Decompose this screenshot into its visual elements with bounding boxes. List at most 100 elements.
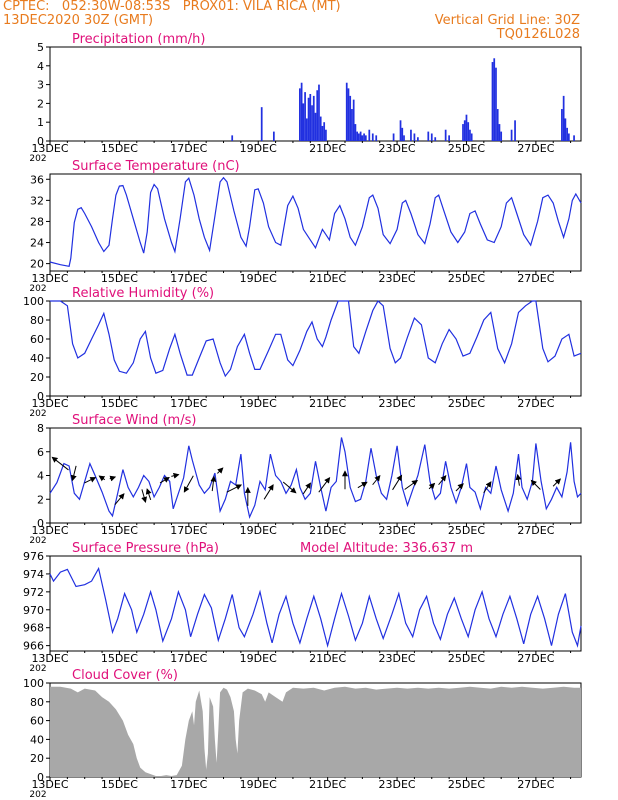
temp-ytick-label: 24 <box>30 237 44 250</box>
precip-bar <box>444 129 447 141</box>
precip-ytick-label: 1 <box>37 116 44 129</box>
precip-bar <box>318 84 320 141</box>
wind-xtick-label: 27DEC <box>517 524 554 537</box>
wind-arrow <box>183 475 194 493</box>
wind-arrow <box>483 481 492 494</box>
precip-bar <box>561 109 563 141</box>
precip-bar <box>299 88 301 141</box>
temp-chart: 20 24 28 32 36 13DEC 15DEC 17DEC 19DEC 21DEC 23DEC… <box>29 159 582 294</box>
press-ytick-label: 974 <box>23 568 44 581</box>
wind-ytick-label: 8 <box>37 422 44 435</box>
wind-arrow <box>141 489 148 503</box>
wind-line <box>49 437 582 520</box>
precip-bar <box>272 131 275 141</box>
precip-bar <box>361 135 364 141</box>
rh-ytick-label: 100 <box>23 295 44 308</box>
precip-bar <box>302 103 305 141</box>
precip-bar <box>314 112 317 141</box>
rh-ytick-label: 20 <box>30 371 44 384</box>
wind-chart: 0 2 4 6 8 13DEC 15DEC 17DEC 19DEC 21DEC 23DEC 25DEC… <box>29 413 582 546</box>
press-ytick-label: 976 <box>23 550 44 563</box>
precip-bar <box>312 95 315 141</box>
precip-bar <box>316 90 319 141</box>
cloud-xtick-label: 15DEC <box>101 778 138 791</box>
wind-arrow <box>438 474 447 486</box>
rh-frame <box>49 300 582 397</box>
precip-bar <box>448 135 450 141</box>
precip-bar <box>311 105 313 141</box>
precip-bar <box>354 124 357 141</box>
press-xtick-label: 27DEC <box>517 652 554 665</box>
temp-ytick-label: 32 <box>30 194 44 207</box>
rh-xtick-label: 27DEC <box>517 397 554 410</box>
cloud-ytick-label: 60 <box>30 715 44 728</box>
precip-ytick-label: 3 <box>37 79 44 92</box>
wind-arrow <box>70 465 77 482</box>
cloud-ytick-label: 80 <box>30 696 44 709</box>
precip-bar <box>356 131 359 141</box>
precip-bar <box>364 135 367 141</box>
temp-year-label: 202 <box>29 284 46 294</box>
press-title: Surface Pressure (hPa) <box>72 541 219 556</box>
precip-bar <box>498 124 501 141</box>
precip-bar <box>495 67 497 141</box>
precip-xtick-label: 25DEC <box>448 142 485 155</box>
temp-title: Surface Temperature (nC) <box>72 159 240 174</box>
cloud-xtick-label: 21DEC <box>309 778 346 791</box>
header-run-id: TQ0126L028 <box>496 27 580 42</box>
wind-xtick-label: 23DEC <box>379 524 416 537</box>
precip-bar <box>352 99 355 141</box>
temp-ytick-label: 20 <box>30 258 44 271</box>
wind-arrow <box>263 484 274 500</box>
precip-bar <box>413 133 416 141</box>
wind-arrow <box>98 475 106 482</box>
wind-arrow <box>226 484 243 493</box>
precip-bar <box>305 118 308 141</box>
cloud-ytick-label: 20 <box>30 752 44 765</box>
rh-line <box>50 300 582 378</box>
precip-bar <box>491 62 494 141</box>
wind-arrow <box>372 474 381 486</box>
precip-bar <box>323 122 326 141</box>
precip-bar <box>351 109 353 141</box>
precip-bar <box>347 88 350 141</box>
press-xtick-label: 23DEC <box>379 652 416 665</box>
precip-bar <box>562 95 565 141</box>
cloud-year-label: 202 <box>29 790 46 800</box>
press-year-label: 202 <box>29 664 46 674</box>
temp-xtick-label: 15DEC <box>101 272 138 285</box>
precip-bar <box>399 120 402 141</box>
temp-ytick-label: 36 <box>30 173 44 186</box>
precip-bar <box>359 131 362 141</box>
precip-title: Precipitation (mm/h) <box>72 32 205 47</box>
cloud-ytick-label: 100 <box>23 677 44 690</box>
precip-bar <box>430 133 433 141</box>
precip-bar <box>304 92 306 141</box>
wind-arrow <box>51 456 69 471</box>
precip-bar <box>371 133 374 141</box>
precip-bar <box>417 137 419 141</box>
precip-xtick-label: 27DEC <box>517 142 554 155</box>
rh-xtick-label: 23DEC <box>379 397 416 410</box>
press-chart: 966 968 970 972 974 976 13DEC 15DEC 17DEC 19DEC 21… <box>23 541 582 674</box>
wind-arrow <box>515 473 522 486</box>
wind-title: Surface Wind (m/s) <box>72 413 196 428</box>
press-line <box>49 566 582 648</box>
wind-xtick-label: 25DEC <box>448 524 485 537</box>
wind-arrow <box>282 481 297 494</box>
precip-bar <box>469 129 471 141</box>
precip-ytick-label: 5 <box>37 41 44 54</box>
wind-arrow <box>114 493 125 505</box>
wind-arrow <box>530 479 541 490</box>
wind-arrow <box>171 472 180 479</box>
rh-ytick-label: 0 <box>37 390 44 403</box>
press-xtick-label: 17DEC <box>170 652 207 665</box>
precip-bar <box>375 135 378 141</box>
wind-arrow <box>428 482 436 490</box>
precip-ytick-label: 4 <box>37 60 44 73</box>
rh-xtick-label: 21DEC <box>309 397 346 410</box>
rh-ytick-label: 40 <box>30 352 44 365</box>
precip-bar <box>566 127 568 141</box>
precip-bar <box>493 58 496 141</box>
cloud-xtick-label: 13DEC <box>31 778 68 791</box>
